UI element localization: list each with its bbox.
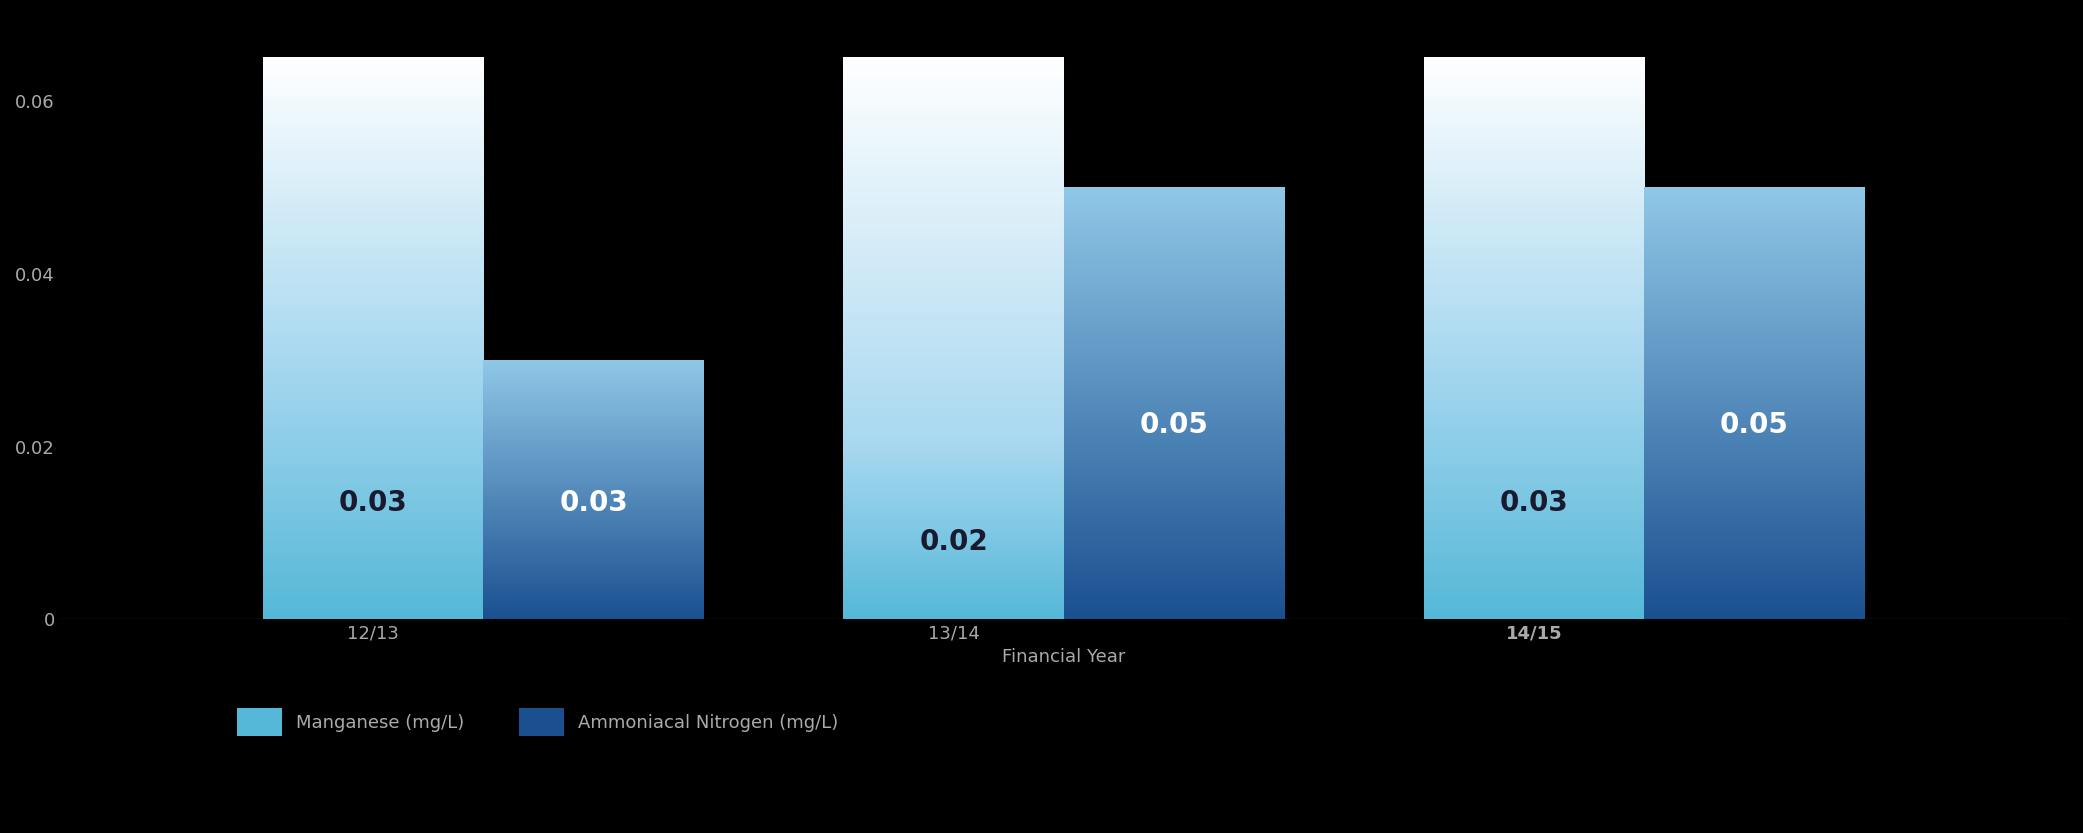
Text: 0.02: 0.02 — [919, 527, 987, 556]
Text: 0.05: 0.05 — [1721, 411, 1789, 439]
Text: 0.03: 0.03 — [1500, 489, 1568, 516]
Text: 0.05: 0.05 — [1139, 411, 1208, 439]
Text: 0.03: 0.03 — [340, 489, 408, 516]
Legend: Manganese (mg/L), Ammoniacal Nitrogen (mg/L): Manganese (mg/L), Ammoniacal Nitrogen (m… — [229, 701, 846, 743]
X-axis label: Financial Year: Financial Year — [1002, 648, 1125, 666]
Text: 0.03: 0.03 — [558, 489, 627, 516]
